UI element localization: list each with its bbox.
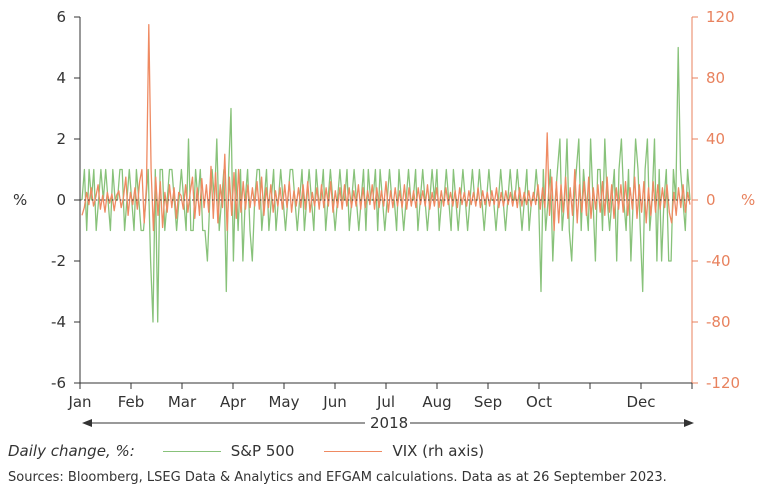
legend-swatch-sp500 (162, 450, 221, 452)
year-label: 2018 (370, 414, 408, 432)
year-arrow-left-head (82, 419, 92, 427)
source-note: Sources: Bloomberg, LSEG Data & Analytic… (8, 470, 667, 485)
left-tick-label: 4 (56, 69, 66, 87)
legend-item-sp500: S&P 500 (162, 442, 295, 460)
left-tick-label: -6 (51, 374, 66, 392)
right-tick-label: 0 (706, 191, 716, 209)
right-axis-label: % (741, 191, 755, 209)
vix-line (81, 23, 691, 232)
month-label: Mar (168, 393, 197, 411)
month-label: Jan (67, 393, 91, 411)
year-indicator: 2018 (82, 414, 694, 432)
legend-label-vix: VIX (rh axis) (392, 442, 485, 460)
month-label: Sep (474, 393, 502, 411)
left-tick-label: 0 (56, 191, 66, 209)
legend-swatch-vix (324, 450, 383, 452)
month-label: Feb (118, 393, 145, 411)
month-label: Jun (322, 393, 346, 411)
legend-label-sp500: S&P 500 (230, 442, 295, 460)
series-sp500 (81, 46, 691, 323)
year-arrow-right-head (684, 419, 694, 427)
right-tick-label: 120 (706, 8, 735, 26)
right-tick-label: 80 (706, 69, 725, 87)
left-tick-label: 6 (56, 8, 66, 26)
series-vix (81, 23, 691, 232)
month-label: Dec (626, 393, 655, 411)
left-tick-label: 2 (56, 130, 66, 148)
chart-canvas: 6 4 2 0 -2 -4 -6 120 80 40 0 -40 -80 -120 Jan Feb Mar A… (13, 8, 755, 432)
left-axis-ticks: 6 4 2 0 -2 -4 -6 (51, 8, 80, 392)
legend: Daily change, %: S&P 500 VIX (rh axis) (8, 440, 514, 462)
month-label: May (268, 393, 299, 411)
month-label: Jul (376, 393, 395, 411)
month-label: Aug (422, 393, 451, 411)
left-tick-label: -2 (51, 252, 66, 270)
month-label: Apr (220, 393, 247, 411)
month-ticks: Jan Feb Mar Apr May Jun Jul Aug Sep Oct Dec (67, 383, 693, 411)
left-tick-label: -4 (51, 313, 66, 331)
left-axis-label: % (13, 191, 27, 209)
right-tick-label: 40 (706, 130, 725, 148)
right-tick-label: -40 (706, 252, 731, 270)
right-axis-ticks: 120 80 40 0 -40 -80 -120 (692, 8, 740, 392)
legend-item-vix: VIX (rh axis) (324, 442, 484, 460)
right-tick-label: -80 (706, 313, 731, 331)
sp500-line (81, 46, 691, 323)
right-tick-label: -120 (706, 374, 740, 392)
legend-title: Daily change, %: (8, 442, 135, 460)
month-label: Oct (526, 393, 552, 411)
